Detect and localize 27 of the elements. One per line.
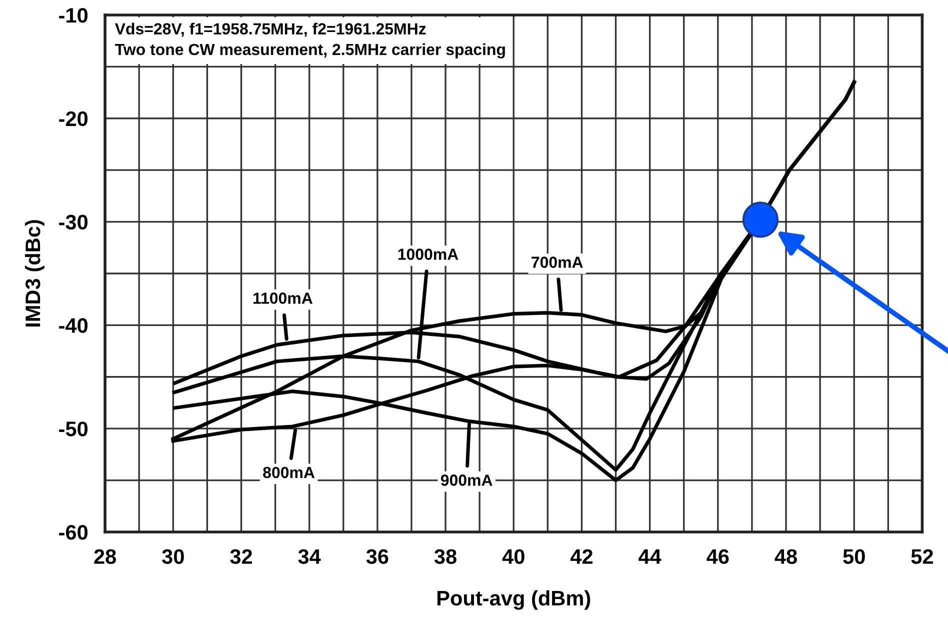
y-tick-label: -60 bbox=[59, 524, 88, 540]
y-tick-label: -10 bbox=[59, 8, 88, 23]
x-tick-label: 32 bbox=[230, 549, 252, 564]
x-tick-label: 30 bbox=[162, 549, 184, 564]
annotation: 1000mA bbox=[398, 248, 458, 260]
y-tick-label: -30 bbox=[59, 214, 88, 230]
y-tick-label: -20 bbox=[59, 111, 88, 126]
annotation: 800mA bbox=[263, 466, 315, 478]
x-tick-label: 34 bbox=[298, 549, 321, 564]
y-tick-label: -40 bbox=[59, 318, 88, 333]
x-tick-label: 46 bbox=[706, 549, 729, 564]
x-tick-label: 40 bbox=[502, 549, 524, 564]
x-tick-label: 28 bbox=[94, 549, 116, 564]
annotation: Vds=28V, f1=1958.75MHz, f2=1961.25MHz Two tone CW measurement, 2.5MHz carrier spacing bbox=[114, 22, 505, 58]
x-tick-label: 48 bbox=[774, 549, 797, 564]
x-tick-label: 36 bbox=[366, 549, 388, 564]
annotation: 1100mA bbox=[254, 292, 312, 304]
x-tick-label: 44 bbox=[638, 549, 662, 564]
annotation: 700mA bbox=[532, 256, 583, 268]
y-tick-label: -50 bbox=[59, 422, 88, 436]
y-axis-title: IMD3 (dBc) bbox=[24, 220, 44, 326]
x-tick-label: 50 bbox=[843, 549, 865, 564]
x-axis-title: Pout-avg (dBm) bbox=[437, 590, 590, 610]
annotation: 900mA bbox=[440, 474, 492, 486]
x-tick-label: 42 bbox=[570, 549, 592, 564]
x-tick-label: 52 bbox=[911, 549, 933, 564]
x-tick-label: 38 bbox=[434, 549, 456, 564]
